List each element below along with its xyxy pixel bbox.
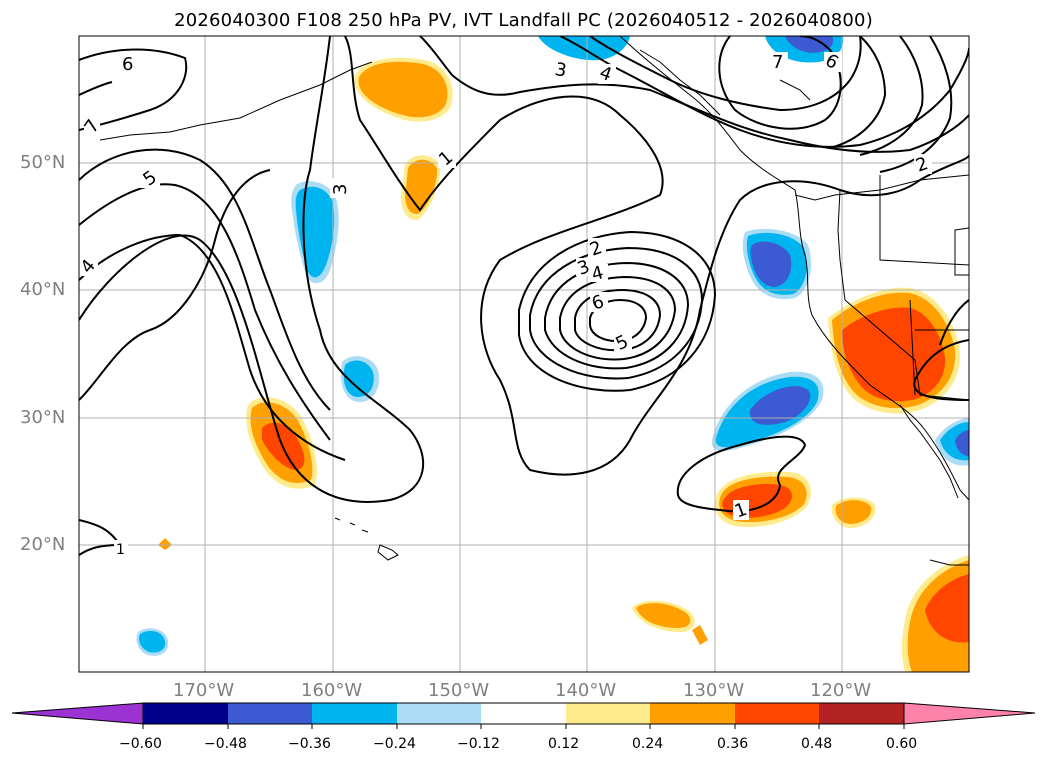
colorbar-tick-label: −0.36 (288, 736, 331, 752)
lat-label-40n: 40°N (20, 279, 66, 300)
colorbar-bin (819, 703, 904, 724)
colorbar-bin (481, 703, 566, 724)
lat-label-20n: 20°N (20, 534, 66, 555)
colorbar-tick-label: −0.24 (373, 736, 416, 752)
colorbar-bin (735, 703, 819, 724)
contour-label: 6 (122, 54, 133, 75)
graticule (79, 36, 969, 672)
colorbar-tick-label: −0.48 (204, 736, 247, 752)
lon-label-140w: 140°W (555, 680, 617, 701)
contour-label: 4 (589, 262, 605, 285)
map-title: 2026040300 F108 250 hPa PV, IVT Landfall… (174, 10, 873, 31)
colorbar-bin (397, 703, 481, 724)
colorbar-tick-label: 0.48 (801, 736, 833, 752)
contour-label: 1 (116, 542, 125, 558)
contour-labels: 6 7 5 4 3 1 3 4 7 6 2 2 3 4 6 5 1 1 (76, 50, 932, 558)
colorbar-tick-label: −0.12 (457, 736, 500, 752)
colorbar-tick-label: −0.60 (119, 736, 162, 752)
lat-label-30n: 30°N (20, 407, 66, 428)
colorbar-bin (228, 703, 312, 724)
lon-label-170w: 170°W (173, 680, 235, 701)
contour-label: 3 (553, 59, 568, 82)
colorbar-bin (650, 703, 735, 724)
contour-label: 7 (772, 52, 783, 73)
colorbar-tick-label: 0.12 (548, 736, 580, 752)
coastlines (99, 36, 969, 566)
lon-label-120w: 120°W (810, 680, 872, 701)
negative-anomaly-regions (136, 36, 969, 656)
lon-label-150w: 150°W (428, 680, 490, 701)
colorbar-bin (566, 703, 650, 724)
colorbar-bin (143, 703, 228, 724)
pv-contours (79, 36, 969, 556)
colorbar-tick-label: 0.60 (886, 736, 918, 752)
lon-label-130w: 130°W (683, 680, 745, 701)
colorbar-extend-high (903, 702, 1036, 725)
contour-label: 3 (330, 184, 351, 195)
lat-label-50n: 50°N (20, 152, 66, 173)
colorbar-tick-label: 0.36 (717, 736, 749, 752)
map-frame (78, 35, 970, 673)
colorbar (11, 702, 1036, 729)
shading-layer (136, 36, 969, 672)
colorbar-bin (312, 703, 397, 724)
colorbar-tick-label: 0.24 (632, 736, 664, 752)
colorbar-extend-low (11, 702, 144, 725)
lon-label-160w: 160°W (301, 680, 363, 701)
